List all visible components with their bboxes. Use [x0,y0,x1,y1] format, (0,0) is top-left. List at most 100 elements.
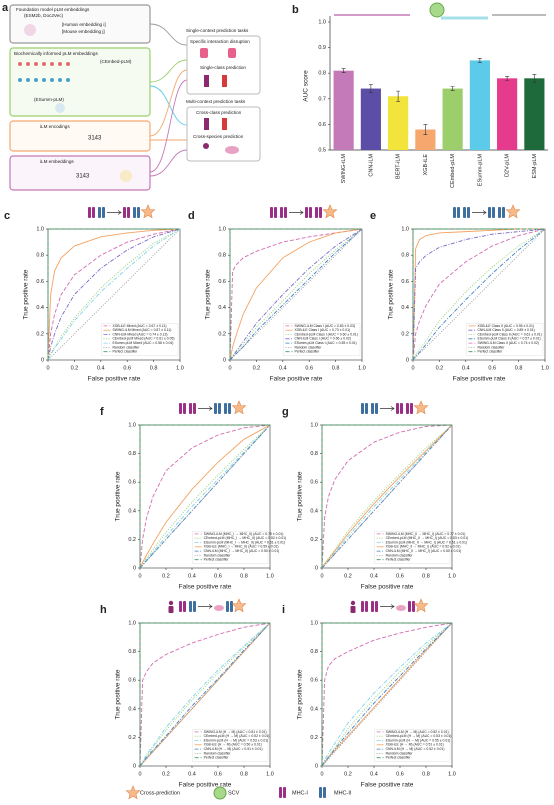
error-bar [532,74,537,83]
x-tick-label: 0.4 [370,771,378,777]
roc-curve [139,622,270,766]
legend-label: Random classifier [386,553,414,557]
mhc-icon [492,207,495,218]
y-tick-label: 0.6 [36,279,44,285]
roc-curve [47,228,181,361]
mhc-icon [224,403,227,414]
mhc-icon [375,601,378,612]
legend-label: ESumm-pLM Class II (AUC = 0.57 ± 0.01) [477,337,540,341]
legend-label: SWING-iLM Mixed (AUC = 0.87 ± 0.11) [112,328,171,332]
x-tick-label: 0.8 [332,365,340,371]
mhc-icon [315,207,318,218]
y-tick-label: 0.2 [218,331,226,337]
bottom-legend: Cross-prediction SCV MHC-I MHC-II [125,785,352,800]
error-bar [423,124,428,135]
mhc-icon [193,403,196,414]
box-subtitle: (CEmbed-pLM) [100,59,132,64]
mhc-icon [189,601,192,612]
roc-curve [412,228,545,360]
x-tick-label: 0.2 [162,771,170,777]
x-tick-label: 0.4 [279,365,287,371]
y-tick-label: 0.7 [318,96,326,102]
star-icon [140,204,156,219]
human-icon [168,606,174,613]
y-axis-label: True positive rate [115,471,122,521]
y-tick-label: 0 [223,357,226,363]
roc-curve [229,228,363,361]
mhc-icon [183,403,186,414]
mhc-icon [371,403,374,414]
star-icon [413,598,429,613]
roc-curve [47,228,180,360]
x-tick-label: 0.4 [370,573,378,579]
panel-label: c [4,210,10,222]
arrow [107,210,122,215]
legend-label: CNN-iLM (MHC_I → MHC_II) (AUC = 0.50 ± 0… [204,549,280,553]
connectors [149,23,188,177]
roc-curve [321,424,452,568]
y-tick-label: 0.6 [128,678,136,684]
legend-label: Perfect classifier [294,350,320,354]
mhc-icon [284,207,287,218]
legend-label: MHC-II [334,790,352,796]
x-axis-label: False positive rate [179,782,232,789]
legend-label: CNN-iLM Class I (AUC = 0.56 ± 0.02) [294,337,350,341]
mhc-icon [371,601,374,612]
legend-label: Random classifier [294,345,322,349]
arrow [380,604,395,609]
roc-curve [47,228,181,361]
x-tick-label: 1.0 [448,573,456,579]
legend-label: Random classifier [386,751,414,755]
icon [204,118,209,130]
legend-label: SWING-iLM (MHC_II → MHC_I) (AUC = 0.77 ±… [386,532,466,536]
y-tick-label: 0.4 [218,305,226,311]
roc-curve [321,622,452,766]
panel-label: h [100,604,107,616]
bar [360,88,381,150]
box-title: Foundation model pLM embeddings [16,7,90,12]
x-tick-label: 1.0 [266,573,274,579]
x-tick-label: 0 [320,771,323,777]
icon [204,75,209,87]
mhc-icon [463,207,466,218]
y-axis-label: True positive rate [23,269,30,319]
legend-box [192,531,269,564]
x-axis-label: False positive rate [270,376,323,383]
x-tick-label: D2V-pLM [505,154,511,177]
roc-curve [412,228,546,361]
x-tick-label: 0.4 [188,573,196,579]
mouse-icon [214,605,224,611]
legend-label: ESumm-pLM (MHC_II → MHC_I) (AUC = 0.51 ±… [386,540,467,544]
x-tick-label: 0 [228,365,231,371]
panel-label: d [188,210,195,222]
mhc-icon [274,207,277,218]
x-tick-label: XGB-iLE [423,154,429,176]
icon [228,48,236,58]
x-tick-label: CEmbed-pLM [450,154,456,188]
task-label: Cross-species prediction [193,134,244,139]
x-tick-label: 0.6 [305,365,313,371]
section-title: Multi-context prediction tasks [186,99,246,104]
mhc-icon [396,403,399,414]
x-tick-label: 0 [320,573,323,579]
roc-curve [412,228,545,361]
roc-curve [321,622,453,767]
y-tick-label: 0.6 [318,122,326,128]
mhc-icon [319,787,322,798]
x-tick-label: 0.2 [344,771,352,777]
roc-curve [47,228,181,361]
x-tick-label: 0.2 [71,365,79,371]
x-tick-label: 0.2 [436,365,444,371]
star-icon [231,400,247,415]
roc-curve [139,622,271,767]
plot-frame [229,228,363,361]
y-tick-label: 0.4 [310,706,318,712]
roc-curve [47,228,181,361]
legend-box [101,323,179,356]
error-bar [341,68,346,73]
mhc-icon [309,207,312,218]
y-axis-label: True positive rate [115,669,122,719]
x-tick-label: 0 [138,771,141,777]
panel-label: g [282,406,289,418]
